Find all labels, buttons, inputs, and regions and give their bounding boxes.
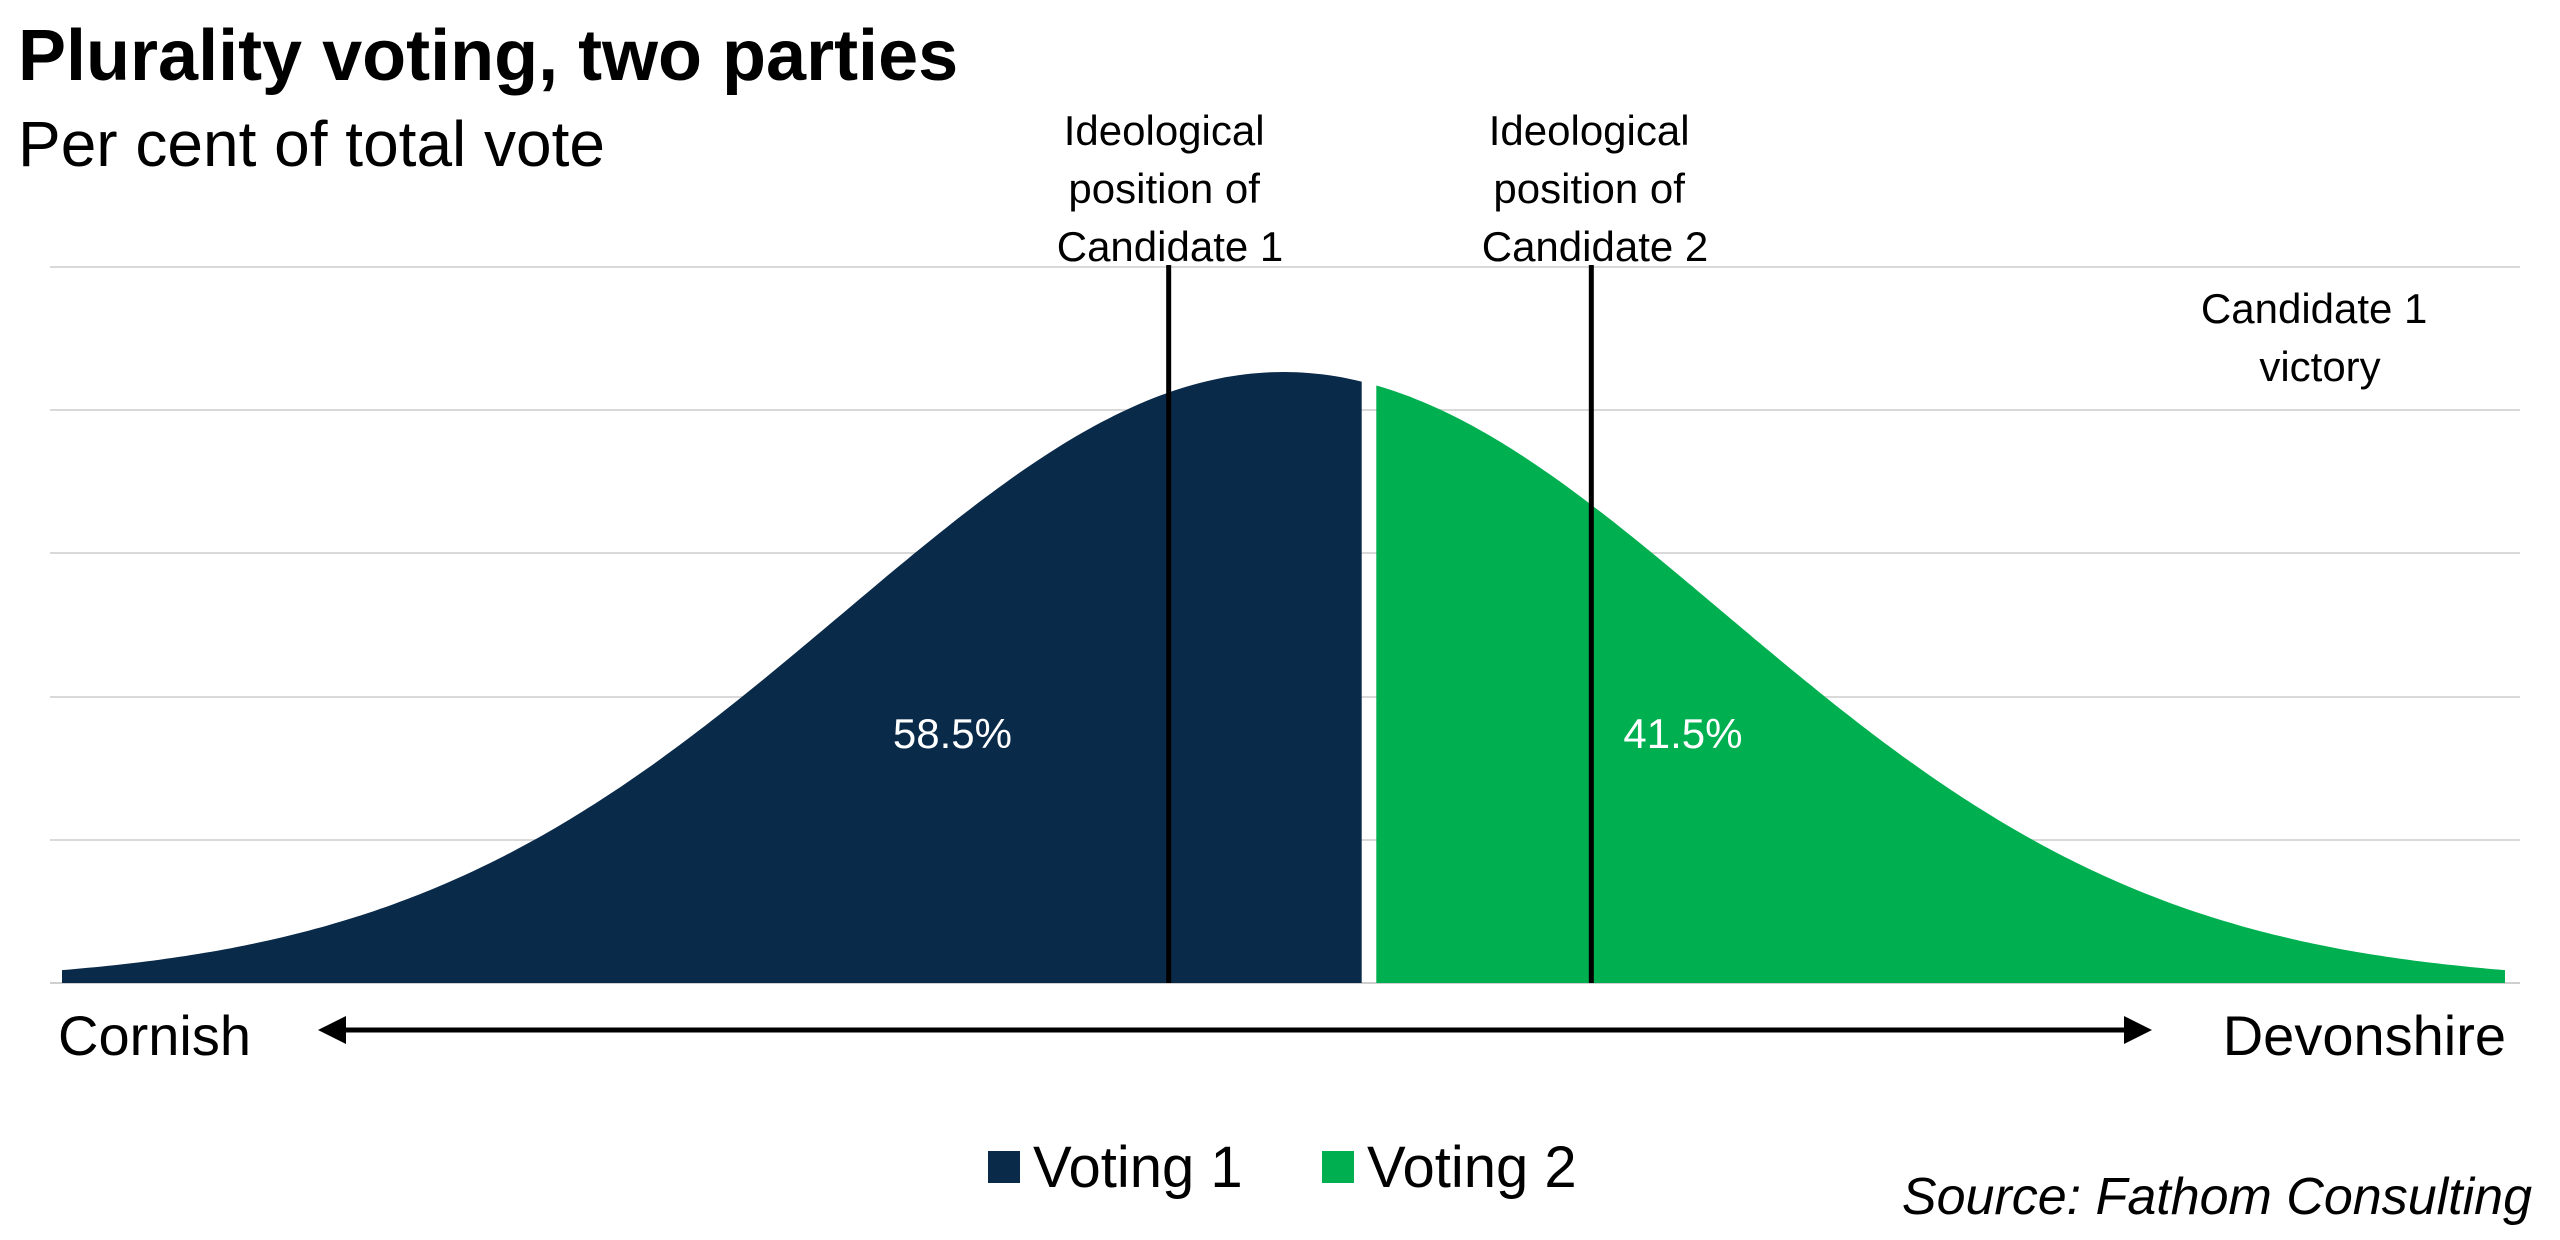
voting-1-area bbox=[62, 372, 1362, 983]
double-arrow-icon bbox=[318, 1016, 2152, 1044]
candidate-1-annotation-line: position of bbox=[1068, 165, 1260, 212]
candidate-2-annotation-line: Candidate 2 bbox=[1482, 223, 1709, 270]
candidate-2-annotation-line: Ideological bbox=[1489, 107, 1690, 154]
candidate-1-annotation: Ideological position of Candidate 1 bbox=[1057, 107, 1284, 270]
candidate-1-annotation-line: Candidate 1 bbox=[1057, 223, 1284, 270]
candidate-2-annotation: Ideological position of Candidate 2 bbox=[1482, 107, 1709, 270]
chart-title: Plurality voting, two parties bbox=[18, 16, 958, 96]
outcome-annotation-line: Candidate 1 bbox=[2201, 285, 2428, 332]
legend: Voting 1 Voting 2 bbox=[988, 1135, 1577, 1200]
candidate-2-annotation-line: position of bbox=[1493, 165, 1685, 212]
arrow-left-icon bbox=[318, 1016, 346, 1044]
voting-2-share-label: 41.5% bbox=[1623, 710, 1742, 757]
outcome-annotation-line: victory bbox=[2259, 343, 2380, 390]
legend-swatch-voting-1 bbox=[988, 1151, 1020, 1183]
arrow-right-icon bbox=[2124, 1016, 2152, 1044]
legend-label-voting-1: Voting 1 bbox=[1033, 1135, 1243, 1200]
voting-2-area bbox=[1376, 385, 2505, 983]
legend-swatch-voting-2 bbox=[1322, 1151, 1354, 1183]
legend-label-voting-2: Voting 2 bbox=[1367, 1135, 1577, 1200]
axis-right-label: Devonshire bbox=[2223, 1004, 2506, 1067]
chart-subtitle: Per cent of total vote bbox=[18, 108, 605, 180]
voting-1-share-label: 58.5% bbox=[893, 710, 1012, 757]
axis-left-label: Cornish bbox=[58, 1004, 251, 1067]
candidate-1-annotation-line: Ideological bbox=[1064, 107, 1265, 154]
outcome-annotation: Candidate 1 victory bbox=[2201, 285, 2439, 390]
source-note: Source: Fathom Consulting bbox=[1902, 1168, 2532, 1226]
